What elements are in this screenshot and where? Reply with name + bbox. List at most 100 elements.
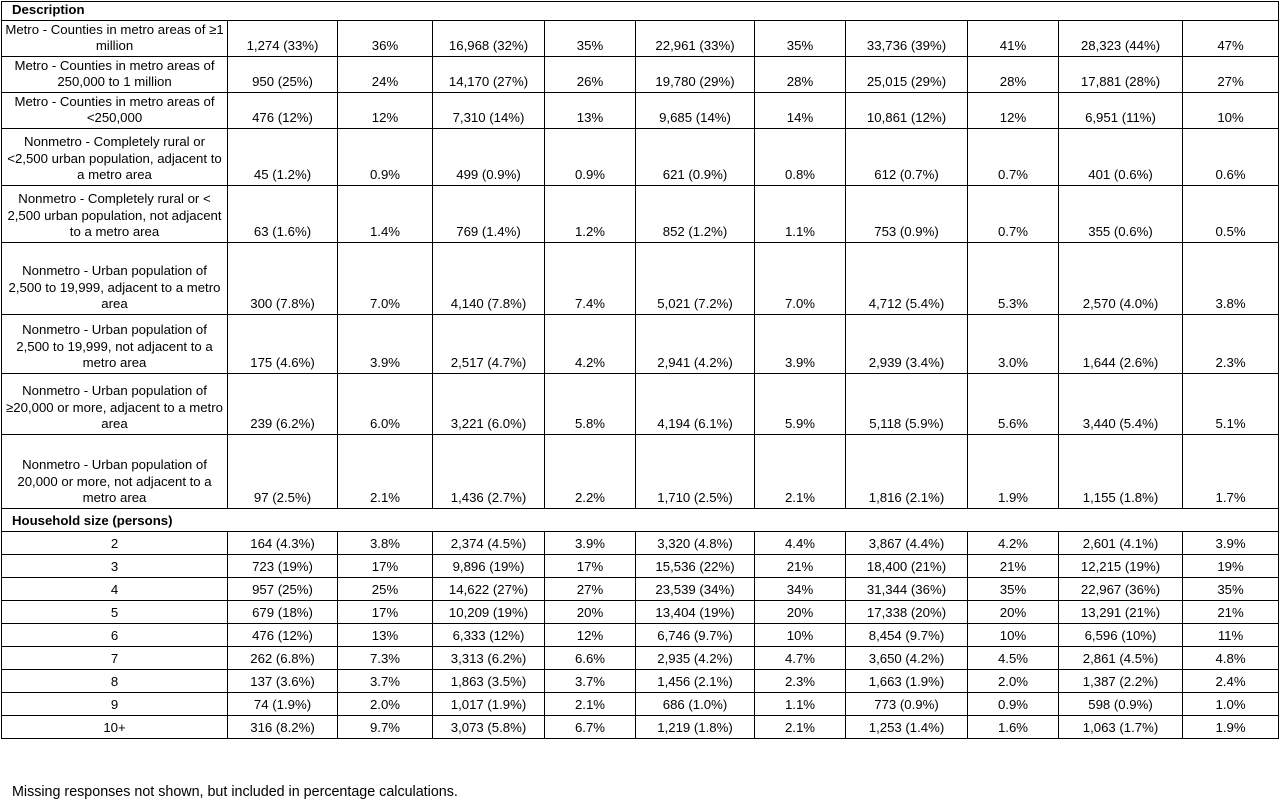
table-cell: 9,896 (19%): [432, 553, 545, 578]
table-cell: 1.2%: [544, 184, 636, 243]
table-cell: 6.7%: [544, 714, 636, 739]
table-cell: 2,861 (4.5%): [1058, 645, 1183, 670]
row-label: Nonmetro - Urban population of 20,000 or…: [1, 433, 228, 509]
table-cell: 5,118 (5.9%): [845, 372, 968, 435]
table-cell: 499 (0.9%): [432, 127, 545, 186]
table-cell: 6.0%: [337, 372, 433, 435]
table-cell: 476 (12%): [227, 622, 338, 647]
table-cell: 723 (19%): [227, 553, 338, 578]
table-cell: 19,780 (29%): [635, 55, 755, 93]
table-cell: 753 (0.9%): [845, 184, 968, 243]
table-row: 7 262 (6.8%) 7.3% 3,313 (6.2%) 6.6% 2,935 (4.…: [1, 645, 1280, 670]
table-cell: 35%: [544, 19, 636, 57]
table-cell: 25%: [337, 576, 433, 601]
table-cell: 28%: [967, 55, 1059, 93]
table-cell: 5.8%: [544, 372, 636, 435]
table-cell: 300 (7.8%): [227, 241, 338, 315]
table-cell: 26%: [544, 55, 636, 93]
table-cell: 22,961 (33%): [635, 19, 755, 57]
table-cell: 0.9%: [544, 127, 636, 186]
table-cell: 9,685 (14%): [635, 91, 755, 129]
row-label: Nonmetro - Completely rural or <2,500 ur…: [1, 127, 228, 186]
table-cell: 45 (1.2%): [227, 127, 338, 186]
table-row: 8 137 (3.6%) 3.7% 1,863 (3.5%) 3.7% 1,456 (2.…: [1, 668, 1280, 693]
table-cell: 5,021 (7.2%): [635, 241, 755, 315]
table-cell: 2.3%: [1181, 313, 1280, 374]
table-cell: 3.0%: [967, 313, 1059, 374]
table-cell: 3.9%: [337, 313, 433, 374]
table-cell: 74 (1.9%): [227, 691, 338, 716]
table-cell: 35%: [1181, 576, 1280, 601]
table-cell: 6,746 (9.7%): [635, 622, 755, 647]
row-label: 4: [1, 576, 228, 601]
table-cell: 21%: [967, 553, 1059, 578]
table-cell: 5.6%: [967, 372, 1059, 435]
table-cell: 5.1%: [1181, 372, 1280, 435]
table-cell: 17%: [337, 599, 433, 624]
table-cell: 35%: [754, 19, 846, 57]
table-cell: 0.9%: [337, 127, 433, 186]
row-label: 10+: [1, 714, 228, 739]
table-cell: 686 (1.0%): [635, 691, 755, 716]
row-label: 2: [1, 530, 228, 555]
table-cell: 31,344 (36%): [845, 576, 968, 601]
table-cell: 0.9%: [967, 691, 1059, 716]
table-cell: 12%: [544, 622, 636, 647]
table-cell: 4,140 (7.8%): [432, 241, 545, 315]
table-cell: 7,310 (14%): [432, 91, 545, 129]
table-cell: 2,570 (4.0%): [1058, 241, 1183, 315]
table-cell: 6.6%: [544, 645, 636, 670]
table-cell: 33,736 (39%): [845, 19, 968, 57]
section-title: Household size (persons): [0, 507, 1280, 532]
table-cell: 27%: [1181, 55, 1280, 93]
table-cell: 3.9%: [1181, 530, 1280, 555]
row-label: Metro - Counties in metro areas of <250,…: [1, 91, 228, 129]
table-cell: 4.2%: [967, 530, 1059, 555]
table-cell: 22,967 (36%): [1058, 576, 1183, 601]
table-cell: 2.0%: [337, 691, 433, 716]
table-cell: 17,881 (28%): [1058, 55, 1183, 93]
table-cell: 19%: [1181, 553, 1280, 578]
table-row: Nonmetro - Urban population of ≥20,000 o…: [1, 372, 1280, 435]
table-cell: 1,063 (1.7%): [1058, 714, 1183, 739]
table-cell: 1,456 (2.1%): [635, 668, 755, 693]
table-cell: 1,663 (1.9%): [845, 668, 968, 693]
table-cell: 10%: [967, 622, 1059, 647]
table-cell: 2.4%: [1181, 668, 1280, 693]
table-cell: 1.0%: [1181, 691, 1280, 716]
row-label: 5: [1, 599, 228, 624]
table-cell: 1,387 (2.2%): [1058, 668, 1183, 693]
row-label: Nonmetro - Completely rural or < 2,500 u…: [1, 184, 228, 243]
table-cell: 2.1%: [754, 714, 846, 739]
table-cell: 1,816 (2.1%): [845, 433, 968, 509]
table-cell: 2,601 (4.1%): [1058, 530, 1183, 555]
table-cell: 4.8%: [1181, 645, 1280, 670]
table-cell: 2,517 (4.7%): [432, 313, 545, 374]
table-cell: 401 (0.6%): [1058, 127, 1183, 186]
table-cell: 4.2%: [544, 313, 636, 374]
row-label: Metro - Counties in metro areas of 250,0…: [1, 55, 228, 93]
table-cell: 175 (4.6%): [227, 313, 338, 374]
table-row: Nonmetro - Urban population of 2,500 to …: [1, 241, 1280, 315]
table-cell: 63 (1.6%): [227, 184, 338, 243]
table-cell: 97 (2.5%): [227, 433, 338, 509]
table-cell: 4.5%: [967, 645, 1059, 670]
table-cell: 0.8%: [754, 127, 846, 186]
table-cell: 14%: [754, 91, 846, 129]
table-cell: 3,320 (4.8%): [635, 530, 755, 555]
table-cell: 2,939 (3.4%): [845, 313, 968, 374]
table-cell: 1.1%: [754, 184, 846, 243]
row-label: 7: [1, 645, 228, 670]
table-cell: 17,338 (20%): [845, 599, 968, 624]
data-table: Description Metro - Counties in metro are…: [0, 1, 1280, 739]
table-cell: 2.1%: [754, 433, 846, 509]
table-cell: 16,968 (32%): [432, 19, 545, 57]
table-cell: 0.7%: [967, 184, 1059, 243]
table-cell: 3,440 (5.4%): [1058, 372, 1183, 435]
table-cell: 3.7%: [544, 668, 636, 693]
table-cell: 34%: [754, 576, 846, 601]
table-row: 5 679 (18%) 17% 10,209 (19%) 20% 13,404 (19%)…: [1, 599, 1280, 624]
table-cell: 2.2%: [544, 433, 636, 509]
table-cell: 1.7%: [1181, 433, 1280, 509]
